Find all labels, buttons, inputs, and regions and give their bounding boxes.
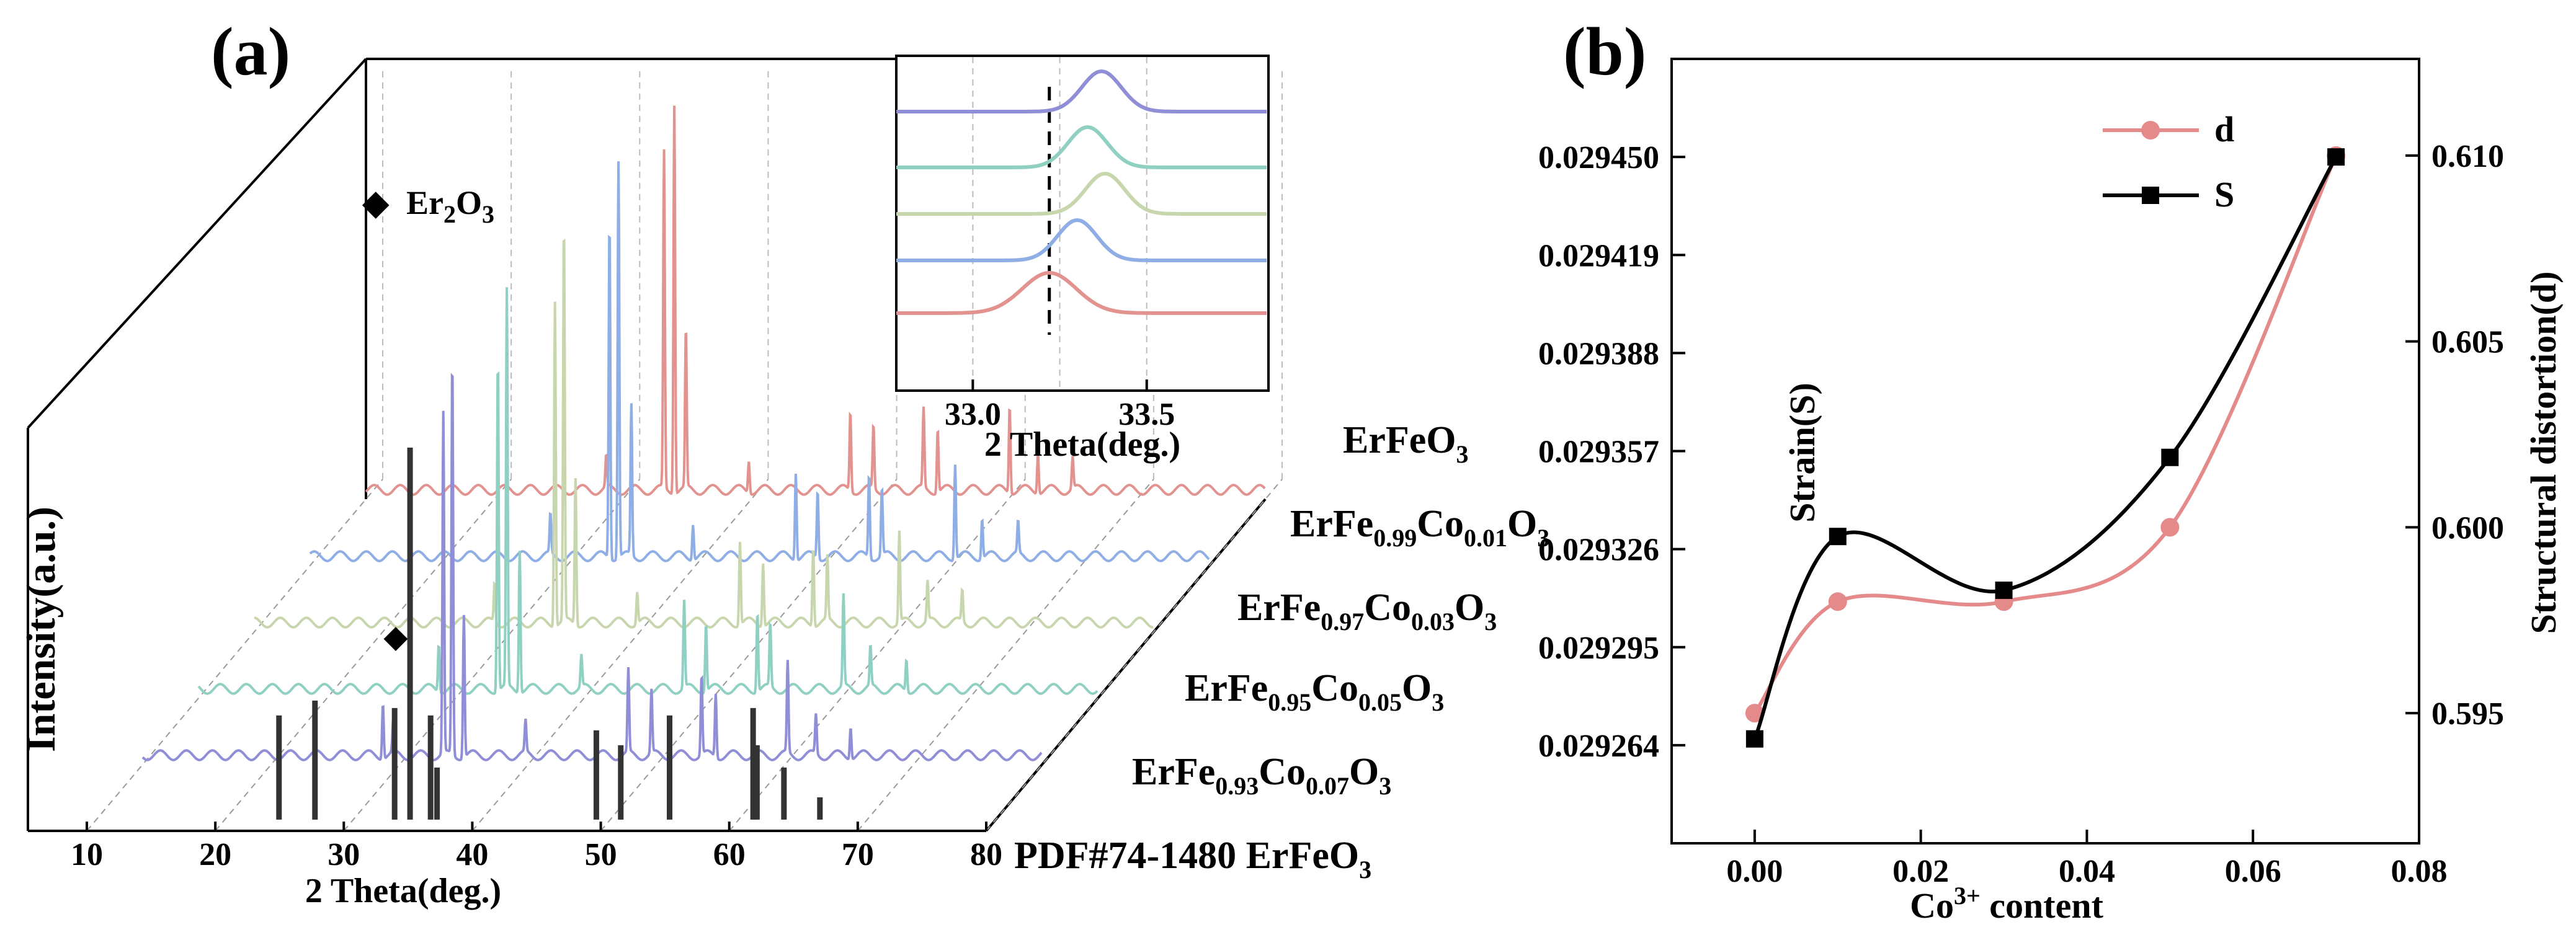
series-labels: ErFeO3 ErFe0.99Co0.01O3 ErFe0.97Co0.03O3 Er… [1014,419,1549,884]
x-tick-label: 50 [585,837,617,872]
series-label-4: ErFe0.95Co0.05O3 [1185,667,1444,716]
point-S [1829,528,1847,546]
inset-zoom: 33.0 33.5 2 Theta(deg.) [895,55,1270,464]
depth-gridline [600,479,898,831]
point-S [1745,730,1763,748]
x-tick-label: 60 [713,837,746,872]
inset-x-ticks: 33.0 33.5 [945,379,1175,432]
point-d [1745,704,1764,723]
series-label-3: ErFe0.97Co0.03O3 [1237,587,1497,636]
series-line-S [1753,156,2338,740]
panel-b-y-label: Strain(S) [1782,383,1822,523]
panel-b-x-label-co: Co [1910,885,1954,926]
er2o3-er: Er [406,184,443,221]
x-tick-label: 70 [842,837,874,872]
depth-gridline [215,479,512,831]
er2o3-marker: ◆ [384,621,408,654]
panel-b-label: (b) [1563,14,1646,89]
inset-trace-5 [896,69,1267,113]
panel-b: (b) 0.00 0.02 0.04 0.06 0.08 0.029264 0.029295… [1538,14,2564,926]
panel-a-label: (a) [211,14,290,89]
point-d [2160,518,2180,537]
panel-a-y-label: Intensity(a.u.) [19,507,64,752]
b-y-tick-label: 0.029326 [1538,533,1659,568]
b-y-tick-label: 0.029357 [1538,435,1659,470]
depth-gridline [86,479,383,831]
legend-marker-S [2142,187,2159,204]
b-y-tick-label: 0.029450 [1538,140,1659,175]
panel-a: (a) 10 20 30 40 50 60 70 80 2 Theta(deg.) Inten… [19,14,1549,910]
inset-tick-label: 33.0 [945,397,1001,432]
b-x-tick-label: 0.06 [2225,854,2281,889]
b-y2-tick-label: 0.600 [2431,510,2504,546]
series-label-5: ErFe0.93Co0.07O3 [1132,751,1391,800]
panel-b-series [1745,146,2346,748]
b-x-tick-label: 0.00 [1726,854,1783,889]
depth-gridline [471,479,769,831]
er2o3-legend: ◆ Er2O3 [362,184,494,228]
er2o3-markers: ◆ [384,621,408,654]
xrd-trace-5 [141,373,1043,761]
point-d [1828,592,1847,611]
b-y-tick-label: 0.029295 [1538,631,1659,666]
x-tick-label: 10 [71,837,103,872]
xrd-trace-4 [197,287,1099,695]
b-x-tick-label: 0.02 [1892,854,1949,889]
panel-b-x-label-tail: content [1981,885,2104,926]
legend-label-S: S [2214,174,2234,215]
series-label-2: ErFe0.99Co0.01O3 [1290,503,1549,552]
xrd-trace-3 [254,238,1154,629]
inset-trace-3 [896,171,1267,216]
legend-marker-d [2141,121,2160,140]
b-y2-tick-label: 0.605 [2431,325,2504,360]
x-tick-label: 20 [199,837,231,872]
point-S [2327,148,2345,166]
inset-gridlines [972,57,1148,389]
x-tick-label: 40 [456,837,488,872]
er2o3-legend-symbol: ◆ [362,184,390,221]
b-y-tick-label: 0.029419 [1538,238,1659,273]
b-y-tick-label: 0.029264 [1538,729,1659,764]
depth-gridline [986,479,1283,831]
panel-b-x-label-sup: 3+ [1954,882,1981,910]
inset-trace-1 [896,270,1267,315]
inset-traces [896,69,1267,315]
xrd-trace-2 [309,161,1210,562]
panel-a-x-ticks: 10 20 30 40 50 60 70 80 [71,822,1002,872]
er2o3-sub-2: 2 [443,200,456,228]
b-y2-tick-label: 0.610 [2431,139,2504,174]
inset-tick-label: 33.5 [1118,397,1175,432]
b-y-tick-label: 0.029388 [1538,336,1659,371]
inset-trace-4 [896,125,1267,169]
depth-gridline [857,479,1154,831]
b-x-tick-label: 0.08 [2391,854,2448,889]
panel-a-traces [141,105,1266,761]
depth-gridline [343,479,641,831]
panel-b-ticks: 0.00 0.02 0.04 0.06 0.08 0.029264 0.029295 0.02… [1538,139,2504,889]
inset-trace-2 [896,218,1267,262]
series-line-d [1753,154,2338,714]
depth-gridline [728,479,1026,831]
inset-x-label: 2 Theta(deg.) [984,425,1180,464]
panel-a-x-label: 2 Theta(deg.) [305,872,501,910]
panel-b-x-label: Co3+ content [1910,882,2104,926]
er2o3-sub-3: 3 [482,200,494,228]
x-tick-label: 30 [328,837,360,872]
series-label-1: ErFeO3 [1343,419,1469,468]
b-x-tick-label: 0.04 [2059,854,2115,889]
b-y2-tick-label: 0.595 [2431,696,2504,732]
reference-pattern [276,447,823,820]
x-tick-label: 80 [970,837,1002,872]
point-S [2161,448,2179,466]
point-S [1995,581,2013,599]
panel-b-y2-label: Structural distortion(d) [2523,272,2564,634]
panel-b-legend: dS [2103,109,2234,215]
legend-label-d: d [2214,109,2234,149]
xrd-trace-1 [365,105,1266,496]
er2o3-legend-text: Er2O3 [406,184,494,228]
reference-label: PDF#74-1480 ErFeO3 [1014,835,1371,884]
er2o3-o: O [456,184,482,221]
